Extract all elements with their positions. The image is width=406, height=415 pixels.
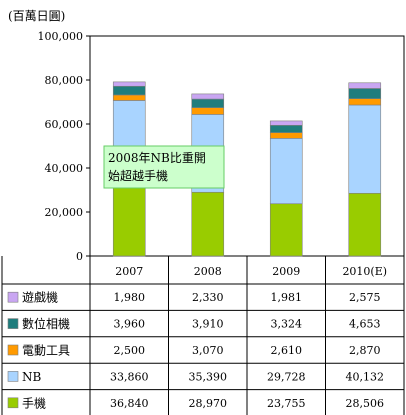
bar-segment bbox=[269, 138, 303, 205]
category-label: 2009 bbox=[272, 265, 300, 278]
annotation-box bbox=[103, 145, 225, 189]
y-tick-label: 100,000 bbox=[38, 30, 84, 43]
legend-label: NB bbox=[22, 370, 42, 384]
data-cell: 3,960 bbox=[114, 318, 146, 331]
data-cell: 3,070 bbox=[192, 344, 224, 357]
category-label: 2010(E) bbox=[342, 265, 387, 278]
legend-swatch bbox=[7, 318, 19, 329]
legend-label: 遊戲機 bbox=[22, 290, 58, 305]
legend-swatch bbox=[7, 371, 19, 382]
data-cell: 29,728 bbox=[267, 370, 306, 383]
y-tick-label: 40,000 bbox=[45, 162, 84, 175]
y-tick-label: 0 bbox=[76, 250, 83, 263]
category-label: 2007 bbox=[115, 265, 143, 278]
annotation-text: 始超越手機 bbox=[108, 168, 168, 183]
unit-label: (百萬日圓) bbox=[8, 9, 65, 23]
data-cell: 4,653 bbox=[349, 318, 381, 331]
legend-swatch bbox=[7, 344, 19, 356]
legend-label: 電動工具 bbox=[22, 344, 70, 358]
y-tick-label: 60,000 bbox=[45, 118, 84, 131]
data-cell: 2,575 bbox=[349, 291, 381, 304]
data-cell: 2,870 bbox=[349, 344, 381, 357]
bar-segment bbox=[191, 98, 225, 108]
bar-segment bbox=[269, 124, 303, 133]
y-tick-label: 20,000 bbox=[45, 206, 84, 219]
data-cell: 2,610 bbox=[271, 344, 303, 357]
data-cell: 3,910 bbox=[192, 318, 224, 331]
data-cell: 33,860 bbox=[110, 370, 149, 383]
bar-segment bbox=[191, 107, 225, 115]
bar-segment bbox=[348, 192, 382, 257]
legend-swatch bbox=[7, 397, 19, 409]
y-tick-label: 80,000 bbox=[45, 74, 84, 87]
bar-segment bbox=[112, 81, 146, 87]
data-cell: 1,980 bbox=[114, 291, 146, 304]
bar-segment bbox=[348, 88, 382, 99]
bar-segment bbox=[269, 203, 303, 257]
data-cell: 28,506 bbox=[346, 397, 385, 410]
data-cell: 35,390 bbox=[189, 370, 228, 383]
annotation-text: 2008年NB比重開 bbox=[108, 151, 206, 165]
data-cell: 2,500 bbox=[114, 344, 146, 357]
bar-segment bbox=[191, 93, 225, 100]
data-cell: 23,755 bbox=[267, 397, 306, 410]
data-cell: 1,981 bbox=[271, 291, 303, 304]
data-cell: 40,132 bbox=[346, 370, 385, 383]
legend-swatch bbox=[7, 291, 19, 303]
bar-segment bbox=[269, 132, 303, 139]
legend-label: 手機 bbox=[22, 395, 46, 410]
data-cell: 28,970 bbox=[189, 397, 228, 410]
legend-label: 數位相機 bbox=[22, 316, 70, 331]
data-cell: 3,324 bbox=[271, 318, 303, 331]
bar-segment bbox=[348, 104, 382, 194]
bar-segment bbox=[191, 191, 225, 257]
category-label: 2008 bbox=[194, 265, 222, 278]
data-cell: 36,840 bbox=[110, 397, 149, 410]
bar-segment bbox=[269, 120, 303, 126]
bar-segment bbox=[112, 94, 146, 101]
bar-segment bbox=[348, 98, 382, 106]
bar-segment bbox=[348, 82, 382, 89]
bar-segment bbox=[112, 85, 146, 96]
data-cell: 2,330 bbox=[192, 291, 224, 304]
